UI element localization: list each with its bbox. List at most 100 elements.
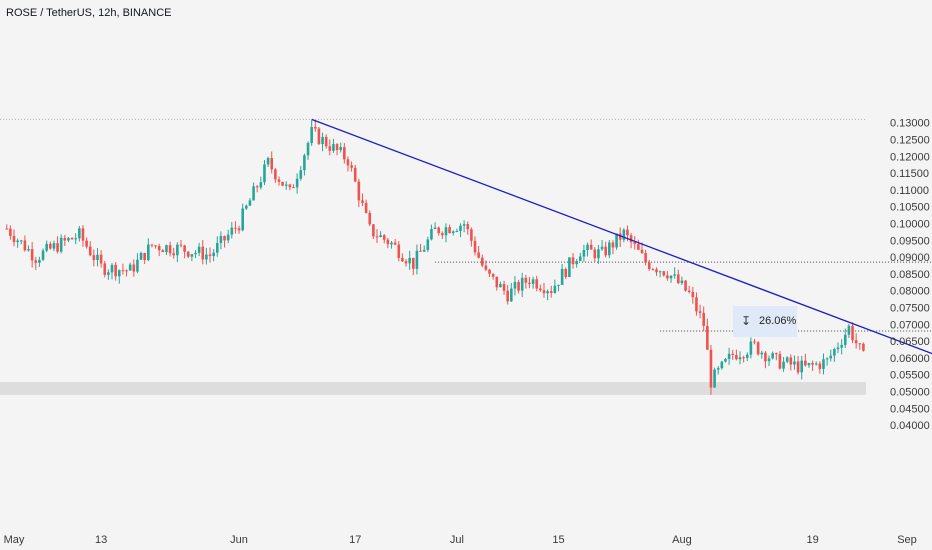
candle-body bbox=[600, 246, 604, 250]
candle-body bbox=[201, 246, 205, 260]
candle-body bbox=[655, 269, 658, 273]
candle-body bbox=[110, 264, 114, 273]
candle-body bbox=[132, 264, 136, 272]
candle-body bbox=[571, 257, 575, 265]
candle-body bbox=[430, 229, 433, 240]
candle-body bbox=[502, 283, 506, 291]
candle-body bbox=[753, 341, 756, 343]
y-tick-label: 0.06000 bbox=[890, 353, 930, 365]
candle-body bbox=[197, 246, 201, 253]
candle-body bbox=[437, 227, 441, 234]
y-tick-label: 0.05500 bbox=[890, 370, 930, 382]
candle-body bbox=[114, 264, 117, 277]
candle-body bbox=[208, 254, 212, 257]
candle-body bbox=[796, 361, 800, 373]
candle-body bbox=[764, 352, 767, 362]
y-tick-label: 0.13000 bbox=[890, 118, 930, 130]
candle-body bbox=[103, 263, 107, 275]
candle-body bbox=[63, 237, 67, 241]
candle-body bbox=[680, 280, 684, 284]
candle-body bbox=[85, 240, 88, 247]
trendline bbox=[311, 118, 932, 355]
candle-body bbox=[415, 250, 419, 269]
y-tick-label: 0.05000 bbox=[890, 387, 930, 399]
candle-body bbox=[165, 245, 168, 253]
candle-body bbox=[535, 279, 539, 289]
measure-icon: ↧ bbox=[741, 314, 752, 328]
candle-body bbox=[687, 290, 691, 292]
candle-body bbox=[615, 233, 618, 248]
candle-body bbox=[426, 239, 430, 250]
candle-body bbox=[520, 277, 524, 291]
candle-body bbox=[412, 257, 415, 269]
x-tick-label: 19 bbox=[806, 534, 818, 546]
candle-body bbox=[248, 200, 252, 206]
x-tick-label: 15 bbox=[552, 534, 564, 546]
candle-body bbox=[731, 353, 735, 355]
candle-body bbox=[618, 233, 622, 240]
candle-body bbox=[720, 361, 724, 369]
candle-body bbox=[346, 159, 350, 166]
candle-body bbox=[470, 229, 473, 241]
candle-body bbox=[194, 252, 197, 255]
candle-body bbox=[778, 354, 782, 369]
candle-body bbox=[517, 281, 520, 291]
candle-body bbox=[473, 240, 477, 253]
candle-body bbox=[150, 244, 154, 246]
candle-body bbox=[368, 212, 372, 225]
candle-body bbox=[546, 291, 549, 294]
candle-body bbox=[840, 344, 843, 348]
candle-body bbox=[223, 236, 226, 241]
candle-body bbox=[117, 270, 121, 277]
candle-body bbox=[800, 360, 804, 373]
candle-body bbox=[310, 126, 313, 143]
candle-body bbox=[255, 186, 259, 188]
candle-body bbox=[825, 358, 829, 360]
candle-body bbox=[858, 343, 862, 345]
candle-body bbox=[451, 231, 455, 234]
candle-body bbox=[524, 277, 528, 283]
candle-body bbox=[578, 256, 582, 261]
candle-body bbox=[444, 227, 448, 236]
candle-body bbox=[637, 244, 640, 250]
candle-body bbox=[179, 244, 183, 246]
candle-body bbox=[480, 257, 484, 266]
candle-body bbox=[350, 165, 353, 168]
candle-body bbox=[128, 264, 132, 271]
candle-body bbox=[738, 357, 742, 360]
candle-body bbox=[382, 235, 386, 240]
candle-body bbox=[568, 257, 571, 277]
x-tick-label: May bbox=[4, 534, 25, 546]
candle-body bbox=[168, 245, 172, 254]
candle-body bbox=[12, 235, 16, 243]
candle-body bbox=[172, 253, 176, 256]
candle-body bbox=[742, 357, 745, 359]
candle-body bbox=[154, 245, 157, 247]
candle-body bbox=[862, 343, 865, 351]
candle-body bbox=[212, 252, 215, 257]
candle-body bbox=[506, 290, 509, 302]
candle-body bbox=[531, 279, 535, 284]
candle-body bbox=[147, 244, 150, 261]
candle-body bbox=[666, 275, 669, 279]
candle-body bbox=[658, 271, 662, 273]
candle-body bbox=[41, 250, 45, 260]
x-tick-label: Sep bbox=[897, 534, 917, 546]
candle-body bbox=[647, 262, 651, 270]
candle-body bbox=[19, 240, 23, 242]
candle-body bbox=[669, 275, 673, 279]
y-tick-label: 0.11000 bbox=[890, 185, 929, 197]
candle-body bbox=[205, 254, 208, 260]
candle-body bbox=[241, 208, 244, 231]
y-tick-label: 0.12500 bbox=[890, 135, 930, 147]
candle-body bbox=[484, 265, 488, 270]
candle-body bbox=[767, 358, 771, 362]
candle-body bbox=[161, 250, 165, 253]
candle-body bbox=[237, 228, 241, 231]
candle-body bbox=[433, 227, 437, 230]
candle-body bbox=[419, 250, 422, 252]
candle-body bbox=[557, 284, 560, 286]
candle-body bbox=[49, 243, 52, 249]
candle-body bbox=[727, 353, 731, 359]
